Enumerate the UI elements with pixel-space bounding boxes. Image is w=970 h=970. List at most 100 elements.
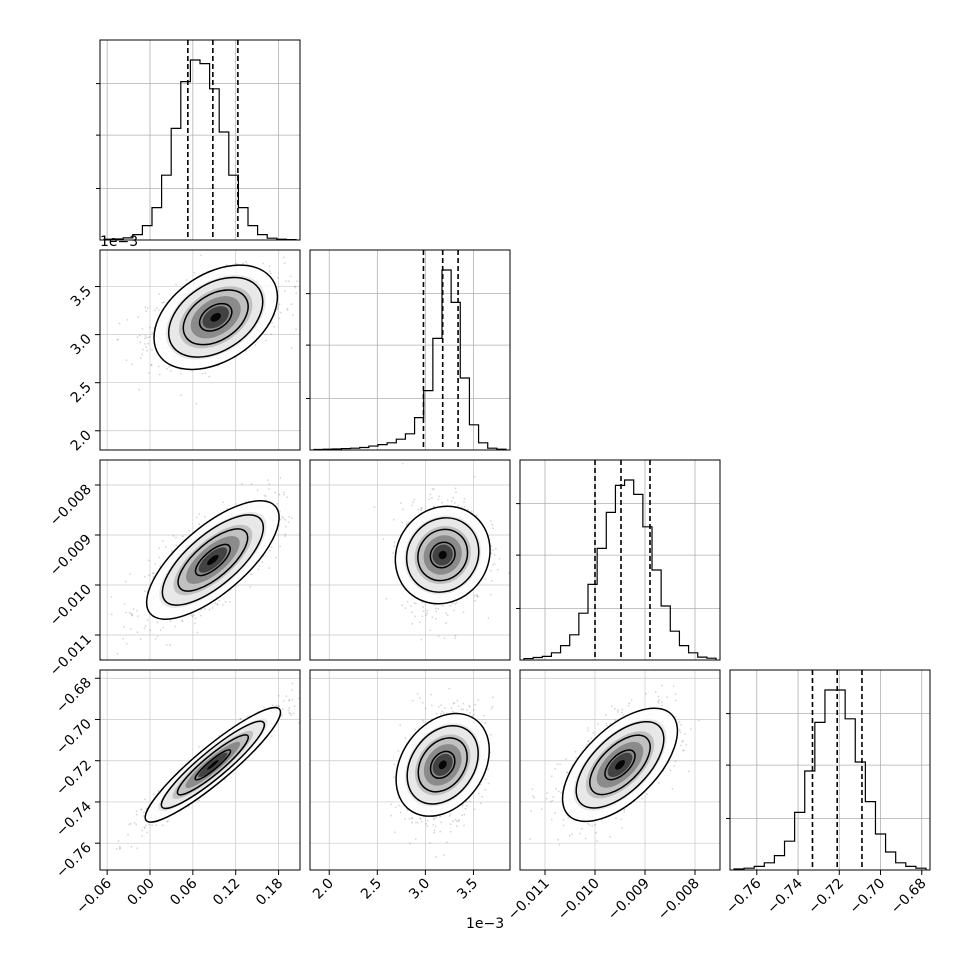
scatter-point: [246, 715, 249, 718]
histogram-series: [103, 59, 297, 241]
scatter-point: [623, 808, 626, 811]
scatter-point: [491, 696, 494, 699]
scatter-point: [132, 608, 135, 610]
scatter-point: [413, 602, 416, 604]
scatter-point: [392, 552, 394, 554]
scatter-point: [267, 479, 269, 481]
scatter-point: [175, 283, 177, 286]
scatter-point: [289, 712, 292, 715]
scatter-point: [454, 818, 457, 821]
scatter-point: [415, 821, 417, 824]
scatter-point: [463, 501, 465, 503]
density-level: [207, 554, 219, 566]
scatter-point: [493, 563, 496, 565]
scatter-point: [456, 825, 458, 828]
density-level: [210, 312, 221, 322]
scatter-point: [278, 303, 281, 306]
scatter-point: [449, 812, 451, 815]
histogram-series: [733, 689, 927, 870]
scatter-point: [216, 604, 219, 606]
contour-line: [176, 734, 250, 796]
scatter-point: [161, 540, 164, 542]
scatter-point: [452, 496, 454, 499]
scatter-point: [136, 847, 139, 850]
scatter-point: [129, 822, 132, 825]
scatter-point: [468, 706, 471, 708]
scatter-point: [490, 579, 493, 582]
scatter-point: [438, 495, 440, 498]
scatter-point: [115, 848, 118, 850]
scatter-point: [198, 746, 200, 748]
panel-frame: [519, 459, 721, 661]
scatter-point: [408, 817, 411, 820]
scatter-point: [175, 536, 177, 539]
scatter-point: [196, 631, 199, 634]
scatter-point: [414, 838, 417, 840]
scatter-point: [420, 507, 423, 510]
scatter-point: [141, 328, 144, 330]
scatter-point: [256, 489, 259, 492]
scatter-point: [430, 693, 433, 696]
scatter-point: [431, 497, 433, 499]
scatter-point: [267, 488, 270, 490]
contour-line: [429, 541, 456, 569]
contour-line: [394, 505, 491, 605]
scatter-point: [146, 619, 149, 621]
scatter-point: [468, 705, 471, 707]
scatter-point: [399, 811, 402, 814]
scatter-point: [136, 615, 139, 618]
scatter-point: [150, 363, 153, 366]
scatter-point: [290, 347, 293, 349]
scatter-point: [433, 818, 436, 820]
scatter-point: [165, 644, 168, 646]
scatter-point: [722, 696, 724, 698]
scatter-point: [424, 707, 427, 710]
scatter-point: [270, 333, 272, 336]
panel-bg: [310, 250, 510, 450]
scatter-point: [420, 506, 423, 509]
scatter-point: [453, 702, 456, 704]
scatter-point: [454, 634, 457, 637]
scatter-point: [425, 614, 428, 617]
scatter-point: [159, 629, 162, 632]
scatter-point: [234, 262, 237, 265]
scatter-point: [143, 826, 146, 829]
scatter-point: [392, 518, 395, 521]
scatter-point: [382, 538, 385, 540]
scatter-point: [411, 816, 413, 819]
panel-bg: [730, 670, 930, 870]
scatter-point: [439, 830, 442, 833]
scatter-point: [284, 518, 287, 521]
scatter-point: [301, 480, 303, 482]
scatter-point: [254, 344, 257, 346]
scatter-point: [242, 262, 244, 265]
scatter-point: [181, 535, 184, 537]
scatter-point: [278, 705, 280, 708]
scatter-point: [550, 800, 552, 803]
scatter-point: [286, 496, 289, 499]
scatter-point: [493, 554, 496, 556]
scatter-point: [411, 623, 414, 625]
scatter-point: [156, 635, 159, 638]
scatter-point: [162, 301, 165, 304]
scatter-point: [139, 638, 142, 640]
contour-line: [144, 706, 282, 823]
scatter-point: [194, 617, 197, 620]
contour-line: [405, 517, 480, 593]
panel-content: [520, 670, 724, 870]
scatter-point: [258, 565, 261, 567]
histogram-series: [313, 269, 507, 451]
scatter-point: [293, 285, 296, 288]
scatter-point: [264, 495, 267, 498]
scatter-point: [393, 541, 396, 543]
scatter-point: [434, 607, 437, 610]
scatter-point: [198, 513, 201, 515]
hist-panel-2: [516, 459, 721, 661]
scatter-point: [295, 292, 298, 294]
scatter-point: [149, 335, 152, 338]
scatter-point: [245, 261, 247, 263]
scatter-point: [204, 372, 207, 374]
scatter-point: [158, 547, 160, 550]
contour-line: [194, 749, 232, 781]
